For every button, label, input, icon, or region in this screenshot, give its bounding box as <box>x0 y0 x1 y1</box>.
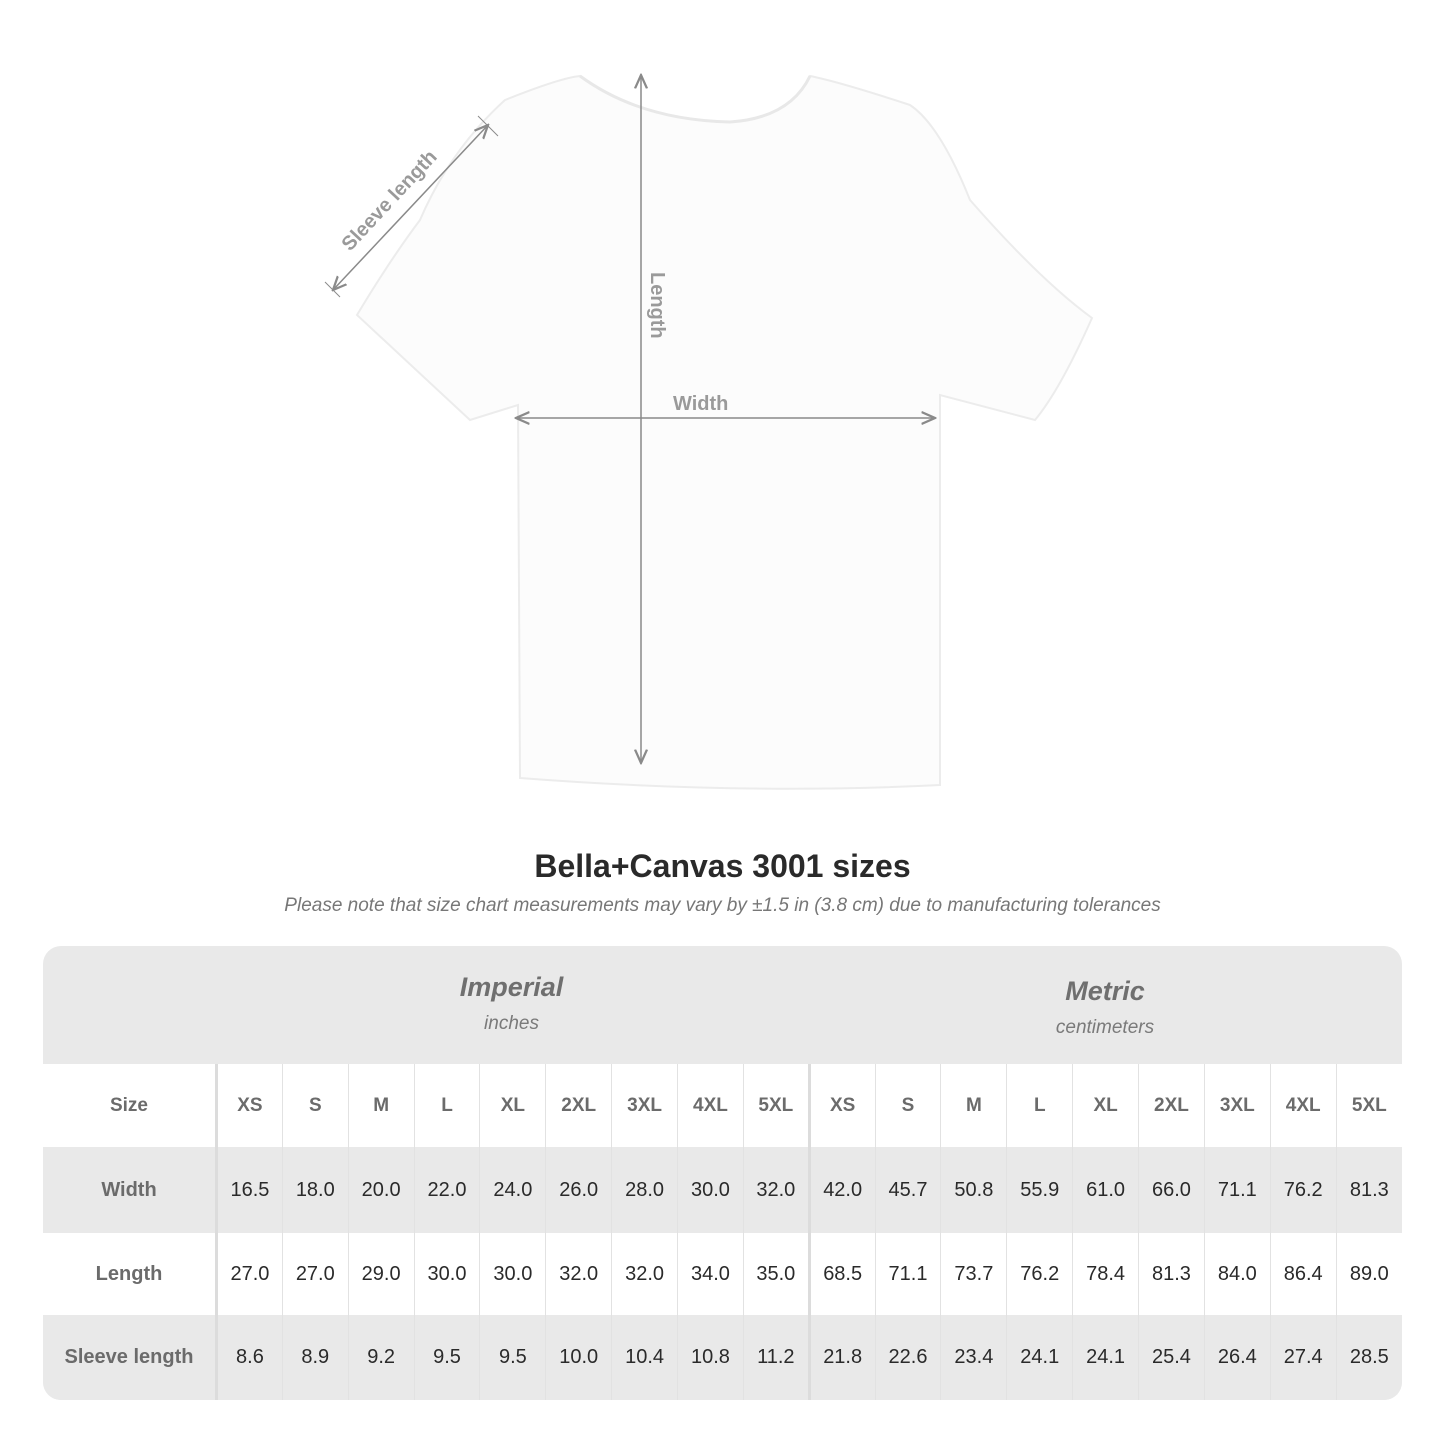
size-header-cell: L <box>413 1064 480 1147</box>
imperial-value-cell: 8.9 <box>281 1315 349 1400</box>
imperial-value-cell: 16.5 <box>216 1147 283 1233</box>
size-table: Size XS S M L XL 2XL 3XL 4XL 5XL XS S M L XL 2XL 3XL 4XL 5… <box>43 1064 1402 1400</box>
imperial-value-cell: 27.0 <box>216 1233 283 1315</box>
metric-title: Metric <box>1065 976 1145 1006</box>
size-header-cell: S <box>281 1064 349 1147</box>
row-label: Length <box>43 1233 218 1315</box>
size-header-cell: M <box>347 1064 415 1147</box>
imperial-value-cell: 30.0 <box>677 1147 744 1233</box>
imperial-value-cell: 32.0 <box>611 1233 678 1315</box>
metric-value-cell: 68.5 <box>807 1233 876 1315</box>
imperial-value-cell: 9.2 <box>347 1315 415 1400</box>
width-label: Width <box>673 393 728 415</box>
metric-value-cell: 22.6 <box>874 1315 941 1400</box>
imperial-value-cell: 10.8 <box>677 1315 744 1400</box>
size-header-cell: 3XL <box>1203 1064 1271 1147</box>
metric-value-cell: 55.9 <box>1006 1147 1073 1233</box>
metric-value-cell: 21.8 <box>807 1315 876 1400</box>
table-row: Length 27.0 27.0 29.0 30.0 30.0 32.0 32.0 34.0 35… <box>43 1233 1402 1315</box>
size-header-cell: L <box>1006 1064 1073 1147</box>
size-header-cell: 2XL <box>1138 1064 1205 1147</box>
size-header-cell: 3XL <box>611 1064 678 1147</box>
metric-value-cell: 61.0 <box>1072 1147 1139 1233</box>
size-table-card: Imperial inches Metric centimeters Size X… <box>43 946 1402 1400</box>
metric-value-cell: 86.4 <box>1269 1233 1337 1315</box>
metric-value-cell: 76.2 <box>1006 1233 1073 1315</box>
metric-value-cell: 76.2 <box>1269 1147 1337 1233</box>
sleeve-measure-line <box>333 125 488 290</box>
metric-value-cell: 25.4 <box>1138 1315 1205 1400</box>
imperial-value-cell: 32.0 <box>742 1147 810 1233</box>
size-header-cell: 5XL <box>1335 1064 1402 1147</box>
size-header-row: Size XS S M L XL 2XL 3XL 4XL 5XL XS S M L XL 2XL 3XL 4XL 5… <box>43 1064 1402 1147</box>
size-header-cell: 2XL <box>545 1064 612 1147</box>
size-header-cell: S <box>874 1064 941 1147</box>
metric-value-cell: 42.0 <box>807 1147 876 1233</box>
imperial-value-cell: 9.5 <box>413 1315 480 1400</box>
metric-value-cell: 84.0 <box>1203 1233 1271 1315</box>
table-row: Width 16.5 18.0 20.0 22.0 24.0 26.0 28.0 30.0 32.… <box>43 1147 1402 1233</box>
metric-value-cell: 73.7 <box>940 1233 1007 1315</box>
imperial-value-cell: 22.0 <box>413 1147 480 1233</box>
imperial-value-cell: 10.4 <box>611 1315 678 1400</box>
size-header-cell: XS <box>216 1064 283 1147</box>
metric-value-cell: 27.4 <box>1269 1315 1337 1400</box>
imperial-value-cell: 28.0 <box>611 1147 678 1233</box>
size-header-cell: XL <box>1072 1064 1139 1147</box>
imperial-value-cell: 9.5 <box>479 1315 546 1400</box>
imperial-value-cell: 32.0 <box>545 1233 612 1315</box>
imperial-value-cell: 11.2 <box>742 1315 810 1400</box>
metric-value-cell: 81.3 <box>1335 1147 1402 1233</box>
imperial-header: Imperial inches <box>215 946 808 1090</box>
imperial-value-cell: 8.6 <box>216 1315 283 1400</box>
metric-value-cell: 24.1 <box>1072 1315 1139 1400</box>
imperial-unit: inches <box>484 1013 539 1034</box>
imperial-value-cell: 30.0 <box>413 1233 480 1315</box>
tshirt-shape <box>355 74 1094 790</box>
row-label: Sleeve length <box>43 1315 218 1400</box>
metric-value-cell: 24.1 <box>1006 1315 1073 1400</box>
metric-value-cell: 78.4 <box>1072 1233 1139 1315</box>
chart-title: Bella+Canvas 3001 sizes <box>534 848 911 884</box>
imperial-value-cell: 35.0 <box>742 1233 810 1315</box>
tolerance-note: Please note that size chart measurements… <box>284 895 1161 916</box>
metric-unit: centimeters <box>1055 1017 1155 1038</box>
metric-value-cell: 71.1 <box>1203 1147 1271 1233</box>
imperial-value-cell: 29.0 <box>347 1233 415 1315</box>
table-row: Sleeve length 8.6 8.9 9.2 9.5 9.5 10.0 10.4 10.8… <box>43 1315 1402 1400</box>
metric-header: Metric centimeters <box>808 946 1402 1094</box>
imperial-value-cell: 27.0 <box>281 1233 349 1315</box>
imperial-title: Imperial <box>459 972 564 1002</box>
size-header-cell: 5XL <box>742 1064 810 1147</box>
row-label: Size <box>43 1064 218 1147</box>
tshirt-diagram: Sleeve length Length Width <box>324 0 1094 790</box>
size-header-cell: 4XL <box>677 1064 744 1147</box>
metric-value-cell: 66.0 <box>1138 1147 1205 1233</box>
metric-value-cell: 45.7 <box>874 1147 941 1233</box>
imperial-value-cell: 24.0 <box>479 1147 546 1233</box>
size-header-cell: XL <box>479 1064 546 1147</box>
metric-value-cell: 71.1 <box>874 1233 941 1315</box>
imperial-value-cell: 20.0 <box>347 1147 415 1233</box>
metric-value-cell: 23.4 <box>940 1315 1007 1400</box>
metric-value-cell: 81.3 <box>1138 1233 1205 1315</box>
length-label: Length <box>646 272 668 339</box>
metric-value-cell: 50.8 <box>940 1147 1007 1233</box>
imperial-value-cell: 30.0 <box>479 1233 546 1315</box>
row-label: Width <box>43 1147 218 1233</box>
imperial-value-cell: 10.0 <box>545 1315 612 1400</box>
size-header-cell: XS <box>807 1064 876 1147</box>
metric-value-cell: 26.4 <box>1203 1315 1271 1400</box>
imperial-value-cell: 26.0 <box>545 1147 612 1233</box>
metric-value-cell: 28.5 <box>1335 1315 1402 1400</box>
imperial-value-cell: 34.0 <box>677 1233 744 1315</box>
imperial-value-cell: 18.0 <box>281 1147 349 1233</box>
size-header-cell: M <box>940 1064 1007 1147</box>
metric-value-cell: 89.0 <box>1335 1233 1402 1315</box>
size-header-cell: 4XL <box>1269 1064 1337 1147</box>
